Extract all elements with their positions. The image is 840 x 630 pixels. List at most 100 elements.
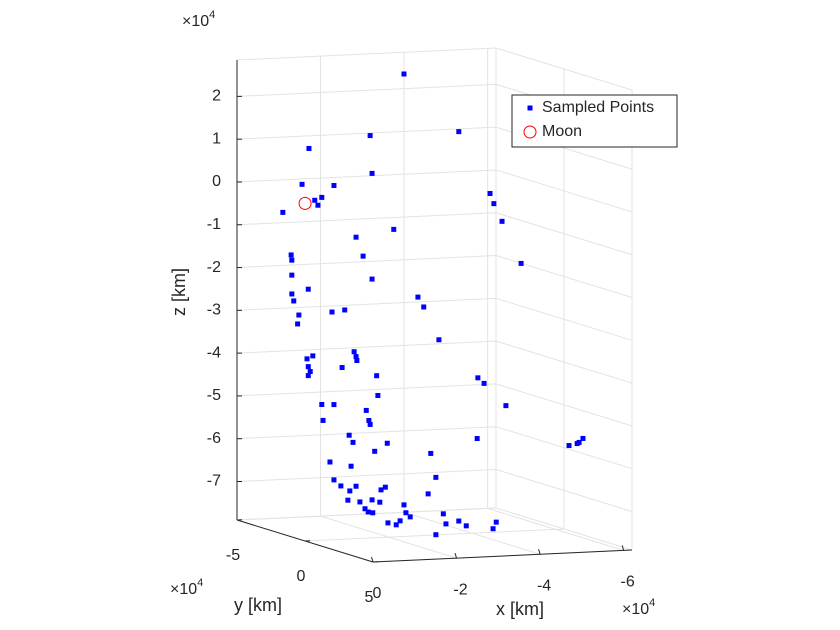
grid-line bbox=[495, 469, 633, 512]
x-axis-label: x [km] bbox=[496, 599, 544, 619]
z-tick-label: -4 bbox=[207, 344, 221, 361]
point-marker bbox=[456, 518, 462, 524]
legend-label: Moon bbox=[542, 123, 582, 140]
x-tick bbox=[454, 552, 458, 559]
point-marker bbox=[347, 488, 353, 494]
point-marker bbox=[440, 511, 446, 517]
point-marker bbox=[385, 520, 391, 526]
point-marker bbox=[378, 487, 384, 493]
point-marker bbox=[350, 439, 356, 445]
point-marker bbox=[331, 182, 337, 188]
grid-line bbox=[236, 297, 497, 311]
point-marker bbox=[566, 443, 572, 449]
point-marker bbox=[403, 510, 409, 516]
point-marker bbox=[306, 145, 312, 151]
wall-edge bbox=[236, 47, 497, 61]
grid-line bbox=[495, 169, 633, 213]
point-marker bbox=[305, 286, 311, 292]
point-marker bbox=[351, 349, 357, 355]
point-marker bbox=[393, 522, 399, 528]
x-tick bbox=[371, 556, 374, 563]
grid-line bbox=[236, 126, 497, 140]
grid-line bbox=[495, 340, 633, 384]
point-marker bbox=[456, 129, 462, 135]
x-tick-label: -4 bbox=[537, 577, 551, 594]
point-marker bbox=[331, 477, 337, 483]
point-marker bbox=[353, 483, 359, 489]
marks bbox=[280, 71, 586, 538]
grid bbox=[236, 47, 633, 563]
point-marker bbox=[288, 252, 294, 258]
z-tick-label: -3 bbox=[207, 302, 221, 319]
point-marker bbox=[499, 218, 505, 224]
grid-line bbox=[236, 255, 497, 269]
point-marker bbox=[384, 440, 390, 446]
point-marker bbox=[428, 450, 434, 456]
point-marker bbox=[401, 71, 407, 77]
x-exponent-power: 4 bbox=[649, 597, 655, 609]
grid-line bbox=[495, 297, 633, 341]
point-marker bbox=[370, 510, 376, 516]
z-tick-label: -7 bbox=[207, 473, 221, 490]
point-marker bbox=[327, 459, 333, 465]
point-marker bbox=[307, 368, 313, 374]
x-exponent: ×104 bbox=[622, 597, 655, 618]
point-marker bbox=[425, 491, 431, 497]
grid-line bbox=[236, 383, 497, 397]
point-marker bbox=[443, 521, 449, 527]
point-marker bbox=[312, 197, 318, 203]
x-tick bbox=[621, 545, 625, 551]
point-marker bbox=[362, 506, 368, 512]
point-marker bbox=[503, 403, 509, 409]
grid-line bbox=[236, 169, 497, 183]
point-marker bbox=[345, 497, 351, 503]
point-marker bbox=[576, 439, 582, 445]
point-marker bbox=[369, 170, 375, 176]
point-marker bbox=[353, 354, 359, 360]
point-marker bbox=[518, 260, 524, 266]
point-marker bbox=[342, 307, 348, 313]
point-marker bbox=[421, 304, 427, 310]
point-marker bbox=[353, 234, 359, 240]
x-tick-label: 0 bbox=[373, 585, 382, 602]
point-marker bbox=[296, 312, 302, 318]
point-marker bbox=[339, 365, 345, 371]
point-marker bbox=[433, 532, 439, 538]
y-exponent-power: 4 bbox=[197, 577, 203, 589]
point-marker bbox=[310, 353, 316, 359]
point-marker bbox=[487, 190, 493, 196]
point-marker bbox=[527, 105, 533, 111]
point-marker bbox=[367, 133, 373, 139]
z-tick-label: 1 bbox=[212, 130, 221, 147]
grid-line bbox=[495, 212, 633, 256]
point-marker bbox=[493, 519, 499, 525]
z-tick-label: 0 bbox=[212, 173, 221, 190]
point-marker bbox=[320, 417, 326, 423]
point-marker bbox=[374, 373, 380, 379]
point-marker bbox=[391, 226, 397, 232]
point-marker bbox=[305, 373, 311, 379]
point-marker bbox=[433, 474, 439, 480]
point-marker bbox=[346, 432, 352, 438]
x-exponent-base: ×10 bbox=[622, 601, 649, 618]
y-axis-label: y [km] bbox=[234, 595, 282, 615]
z-exponent-base: ×10 bbox=[182, 13, 209, 30]
z-tick-label: -5 bbox=[207, 387, 221, 404]
point-marker bbox=[315, 202, 321, 208]
point-marker bbox=[299, 181, 305, 187]
point-marker bbox=[354, 358, 360, 364]
legend-label: Sampled Points bbox=[542, 99, 654, 116]
point-marker bbox=[289, 257, 295, 263]
z-axis-label: z [km] bbox=[169, 268, 189, 316]
point-marker bbox=[319, 402, 325, 408]
point-marker bbox=[304, 356, 310, 362]
grid-line bbox=[236, 212, 497, 226]
y-exponent: ×104 bbox=[170, 577, 203, 598]
point-marker bbox=[329, 309, 335, 315]
y-tick-label: 5 bbox=[365, 589, 374, 606]
x-tick-label: -6 bbox=[621, 574, 635, 591]
point-marker bbox=[401, 502, 407, 508]
moon-marker bbox=[298, 196, 312, 210]
